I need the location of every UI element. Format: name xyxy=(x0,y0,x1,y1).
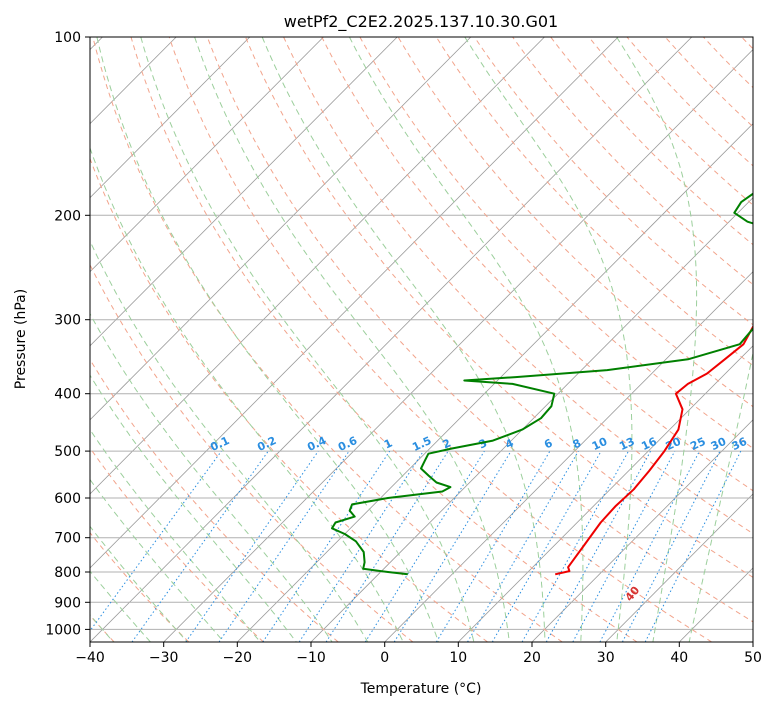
isotherm-line xyxy=(90,37,251,199)
y-tick-label: 900 xyxy=(54,595,81,611)
mixing-ratio-line xyxy=(572,450,676,642)
moist-adiabat-line xyxy=(90,146,404,642)
y-axis-ticks: 100 200 300 400 500 600 700 800 900 1000 xyxy=(45,30,90,638)
x-axis-label: Temperature (°C) xyxy=(360,681,482,697)
background-lines xyxy=(90,37,753,642)
mixing-ratio-line xyxy=(467,450,579,642)
plot-area xyxy=(90,37,753,642)
moist-adiabat-line xyxy=(261,37,546,642)
x-axis-ticks: −40 −30 −20 −10 0 10 20 30 40 50 xyxy=(75,642,762,666)
moist-adiabat-line xyxy=(90,374,297,642)
dry-adiabat-line xyxy=(90,531,190,642)
y-tick-label: 700 xyxy=(54,531,81,547)
dry-adiabat-line xyxy=(130,37,638,642)
mixing-ratio-label: 16 xyxy=(639,435,659,453)
dry-adiabat-line xyxy=(245,37,753,578)
mixing-ratio-line xyxy=(325,450,449,642)
moist-adiabat-line xyxy=(90,428,261,642)
moist-adiabat-line xyxy=(140,37,475,642)
dry-adiabat-line xyxy=(359,37,753,449)
temperature-profile-line xyxy=(554,324,753,576)
y-tick-label: 1000 xyxy=(45,622,81,638)
isotherm-line xyxy=(163,48,753,642)
mixing-ratio-label: 20 xyxy=(664,435,684,453)
x-tick-label: 0 xyxy=(380,650,389,666)
mixing-ratio-line xyxy=(435,450,551,642)
mixing-ratio-line xyxy=(90,450,222,632)
dewpoint-profile-line xyxy=(331,192,753,576)
y-tick-label: 100 xyxy=(54,30,81,46)
mixing-ratio-label: 36 xyxy=(730,435,750,453)
isotherm-line xyxy=(237,123,753,642)
isotherm-line xyxy=(90,37,398,347)
mixing-ratio-label: 25 xyxy=(688,435,707,453)
mixing-ratio-label: 30 xyxy=(709,435,729,453)
mixing-ratio-line xyxy=(185,450,319,642)
y-tick-label: 500 xyxy=(54,444,81,460)
moist-adiabat-line xyxy=(616,37,698,642)
isotherm-line xyxy=(384,271,753,642)
moist-adiabat-line xyxy=(90,312,333,642)
y-tick-label: 200 xyxy=(54,208,81,224)
x-tick-label: −10 xyxy=(296,650,326,666)
isotherm-line xyxy=(90,37,472,421)
dry-adiabat-line xyxy=(92,37,563,642)
dry-adiabat-line xyxy=(397,37,753,408)
moist-adiabat-line xyxy=(90,525,188,642)
x-tick-label: 40 xyxy=(670,650,688,666)
isotherm-line xyxy=(310,197,753,642)
y-tick-label: 400 xyxy=(54,387,81,403)
mixing-ratio-line xyxy=(545,450,652,642)
y-tick-label: 800 xyxy=(54,565,81,581)
isotherm-line xyxy=(90,37,324,273)
isotherm-line xyxy=(90,37,545,495)
dry-adiabat-line xyxy=(206,37,753,623)
mixing-ratio-line xyxy=(393,450,512,642)
plot-frame xyxy=(89,36,754,643)
dry-adiabat-line xyxy=(321,37,753,492)
y-tick-label: 600 xyxy=(54,491,81,507)
mixing-ratio-label: 13 xyxy=(617,435,636,453)
moist-adiabat-line xyxy=(96,37,439,642)
mixing-ratio-line xyxy=(218,450,350,642)
profile-lines xyxy=(331,192,753,576)
mixing-ratio-line xyxy=(131,450,269,642)
chart-title: wetPf2_C2E2.2025.137.10.30.G01 xyxy=(284,12,558,32)
x-tick-label: −40 xyxy=(75,650,105,666)
mixing-ratio-line xyxy=(521,450,629,642)
isotherm-line xyxy=(458,345,753,642)
moist-adiabat-line xyxy=(348,37,584,642)
y-axis-label: Pressure (hPa) xyxy=(13,289,29,389)
dry-adiabat-line xyxy=(90,358,339,642)
x-tick-label: 20 xyxy=(523,650,541,666)
y-tick-label: 300 xyxy=(54,313,81,329)
mixing-ratio-label: 10 xyxy=(590,435,610,453)
isotherm-line xyxy=(531,419,753,642)
mixing-ratio-line xyxy=(364,450,485,642)
isotherm-line xyxy=(605,493,753,642)
x-tick-label: 10 xyxy=(449,650,467,666)
isotherm-line xyxy=(90,37,693,642)
x-tick-label: 30 xyxy=(597,650,615,666)
moist-adiabat-line xyxy=(688,350,753,642)
x-tick-label: −20 xyxy=(223,650,253,666)
x-tick-label: −30 xyxy=(149,650,179,666)
dry-adiabat-line xyxy=(168,37,712,642)
mixing-ratio-line xyxy=(491,450,602,642)
isotherm-line xyxy=(90,37,619,569)
x-tick-label: 50 xyxy=(744,650,762,666)
